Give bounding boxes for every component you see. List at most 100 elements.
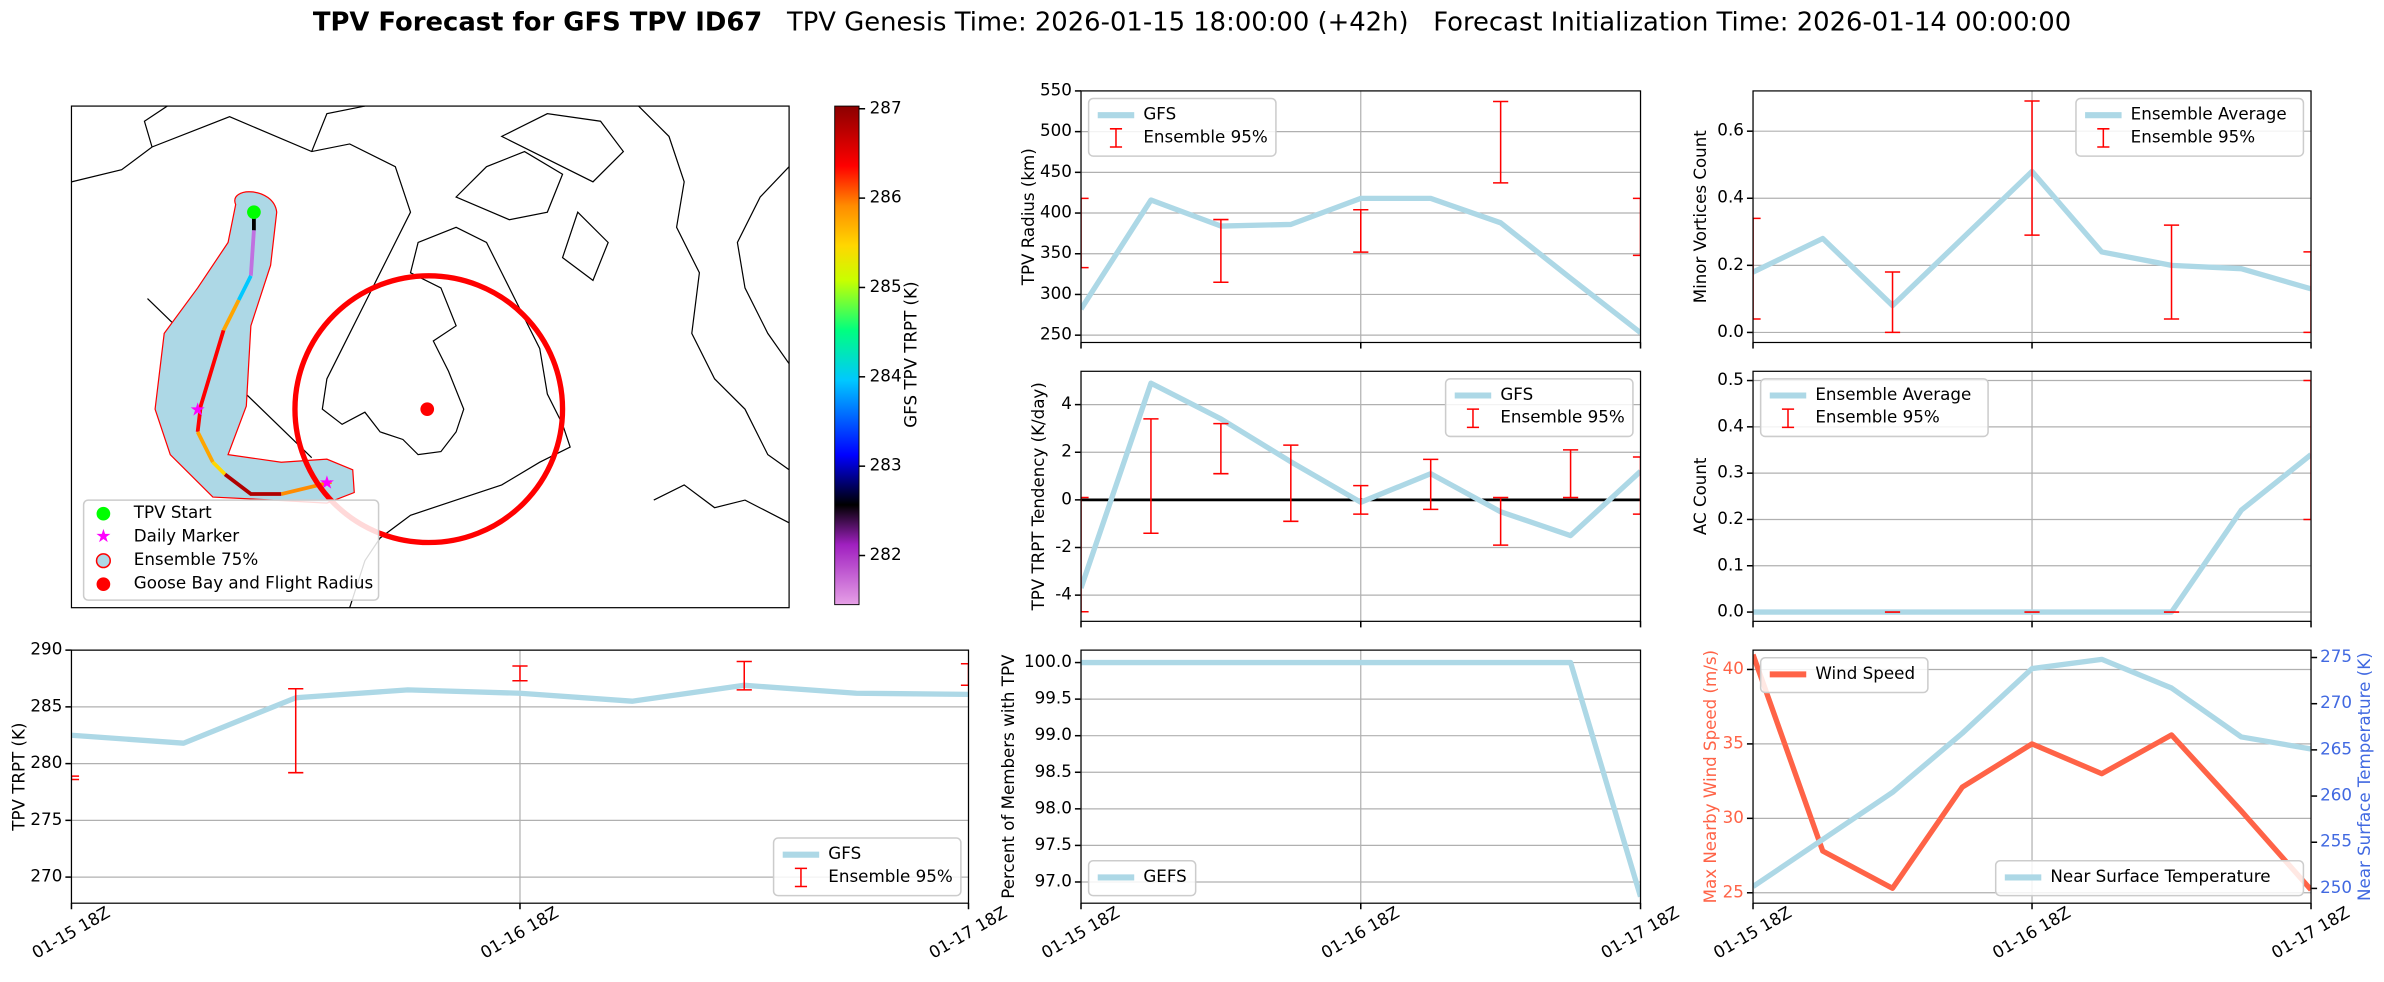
- track-segment: [195, 431, 215, 464]
- y-tick-label: 98.5: [1035, 762, 1072, 781]
- y2-tick-label: 260: [2320, 786, 2352, 805]
- y-tick-label: 0.2: [1717, 255, 1744, 274]
- y-tick-label: 25: [1723, 882, 1744, 901]
- series-line: [1081, 195, 1641, 335]
- coastline: [143, 106, 366, 152]
- colorbar-label: GFS TPV TRPT (K): [902, 282, 921, 428]
- track-segment: [195, 329, 226, 433]
- legend-label: Ensemble 95%: [1143, 127, 1267, 146]
- x-tick-label: 01-17 18Z: [1598, 903, 1683, 963]
- map: ★ ★: [71, 106, 790, 608]
- legend-label: Ensemble 95%: [1815, 408, 1939, 427]
- error-bar: [288, 687, 304, 774]
- y-tick-label: 97.0: [1035, 872, 1072, 891]
- y-tick-label: 350: [1040, 243, 1072, 262]
- legend-label: Wind Speed: [1815, 664, 1915, 683]
- legend-box: [1087, 860, 1197, 897]
- legend-marker: [96, 577, 111, 592]
- y-tick-label: 275: [30, 810, 62, 829]
- y2-tick-label: 270: [2320, 693, 2352, 712]
- daily-marker: ★: [189, 400, 205, 421]
- error-bar: [1213, 218, 1229, 284]
- y-tick-label: 0.1: [1717, 555, 1744, 574]
- legend-label: Ensemble 75%: [134, 550, 258, 569]
- legend-label: Near Surface Temperature: [2050, 867, 2270, 886]
- y-tick-label: 270: [30, 867, 62, 886]
- y-tick-label: 35: [1723, 733, 1744, 752]
- coastline: [455, 113, 625, 282]
- error-bar: [1493, 496, 1509, 546]
- legend-box: [82, 499, 380, 601]
- error-bar: [1423, 458, 1439, 511]
- y-axis-label: Minor Vortices Count: [1691, 130, 1710, 304]
- axes-frame: [1080, 649, 1642, 904]
- legend-errorbar: [1109, 128, 1123, 148]
- legend-label: Ensemble 95%: [828, 867, 952, 886]
- error-bar: [1081, 496, 1089, 613]
- x-tick-label: 01-16 18Z: [477, 903, 562, 963]
- y-tick-label: 98.0: [1035, 798, 1072, 817]
- legend-errorbar: [1466, 408, 1480, 429]
- y2-tick-label: 275: [2320, 647, 2352, 666]
- axes-frame: [1080, 370, 1642, 622]
- y-tick-label: 0.5: [1717, 370, 1744, 389]
- axes-frame: [70, 649, 970, 904]
- legend-label: Ensemble Average: [1815, 385, 1971, 404]
- error-bar: [1632, 456, 1641, 515]
- x-tick-label: 01-15 18Z: [1038, 903, 1123, 963]
- y-axis-label: AC Count: [1691, 457, 1710, 535]
- track-segment: [221, 299, 241, 332]
- y2-tick-label: 265: [2320, 739, 2352, 758]
- error-bar: [1081, 197, 1089, 269]
- error-bar: [1632, 197, 1641, 257]
- x-tick-label: 01-16 18Z: [1989, 903, 2074, 963]
- y-tick-label: 0.4: [1717, 188, 1744, 207]
- figure-title: TPV Forecast for GFS TPV ID67 TPV Genesi…: [313, 7, 2071, 37]
- series-line: [1081, 659, 1641, 898]
- legend-errorbar: [794, 867, 808, 888]
- y-axis-label: Percent of Members with TPV: [999, 654, 1018, 899]
- track-segment: [223, 472, 282, 496]
- colorbar-tick-label: 287: [870, 98, 902, 117]
- legend-label: GEFS: [1143, 867, 1186, 886]
- y-tick-label: 99.5: [1035, 689, 1072, 708]
- y-tick-label: 0.0: [1717, 322, 1744, 341]
- error-bar: [1562, 449, 1579, 499]
- error-bar: [1884, 271, 1901, 334]
- colorbar-tick-label: 282: [870, 545, 902, 564]
- legend-box: [772, 837, 962, 897]
- legend-errorbar: [2097, 128, 2110, 148]
- axes-frame: [1752, 649, 2312, 904]
- coastline: [653, 484, 790, 524]
- y2-tick-label: 255: [2320, 832, 2352, 851]
- y-tick-label: -2: [1055, 537, 1072, 556]
- y-tick-label: 0: [1061, 489, 1072, 508]
- title-spacer: [762, 7, 787, 37]
- series-line: [1753, 656, 2312, 889]
- axes-frame: [1080, 90, 1642, 344]
- y-tick-label: 285: [30, 696, 62, 715]
- error-bar: [2163, 224, 2180, 320]
- y-tick-label: 97.5: [1035, 835, 1072, 854]
- legend-label: Goose Bay and Flight Radius: [134, 574, 373, 593]
- track-segment: [237, 274, 253, 301]
- y-tick-label: 0.0: [1717, 602, 1744, 621]
- error-bar: [512, 665, 528, 682]
- legend-label: Ensemble 95%: [2131, 127, 2255, 146]
- y-axis-label: Max Nearby Wind Speed (m/s): [1701, 650, 1720, 903]
- coastline: [71, 116, 571, 608]
- error-bar: [1753, 217, 1761, 320]
- error-bar: [2303, 251, 2312, 334]
- y-tick-label: 40: [1723, 659, 1744, 678]
- y-tick-label: 30: [1723, 808, 1744, 827]
- error-bar: [1283, 444, 1299, 523]
- y-tick-label: 99.0: [1035, 725, 1072, 744]
- legend-label: TPV Start: [133, 503, 212, 522]
- tpv-start: [247, 205, 261, 219]
- x-tick-label: 01-17 18Z: [926, 903, 1011, 963]
- error-bar: [71, 775, 80, 781]
- colorbar-tick-label: 285: [870, 277, 902, 296]
- y-tick-label: 250: [1040, 325, 1072, 344]
